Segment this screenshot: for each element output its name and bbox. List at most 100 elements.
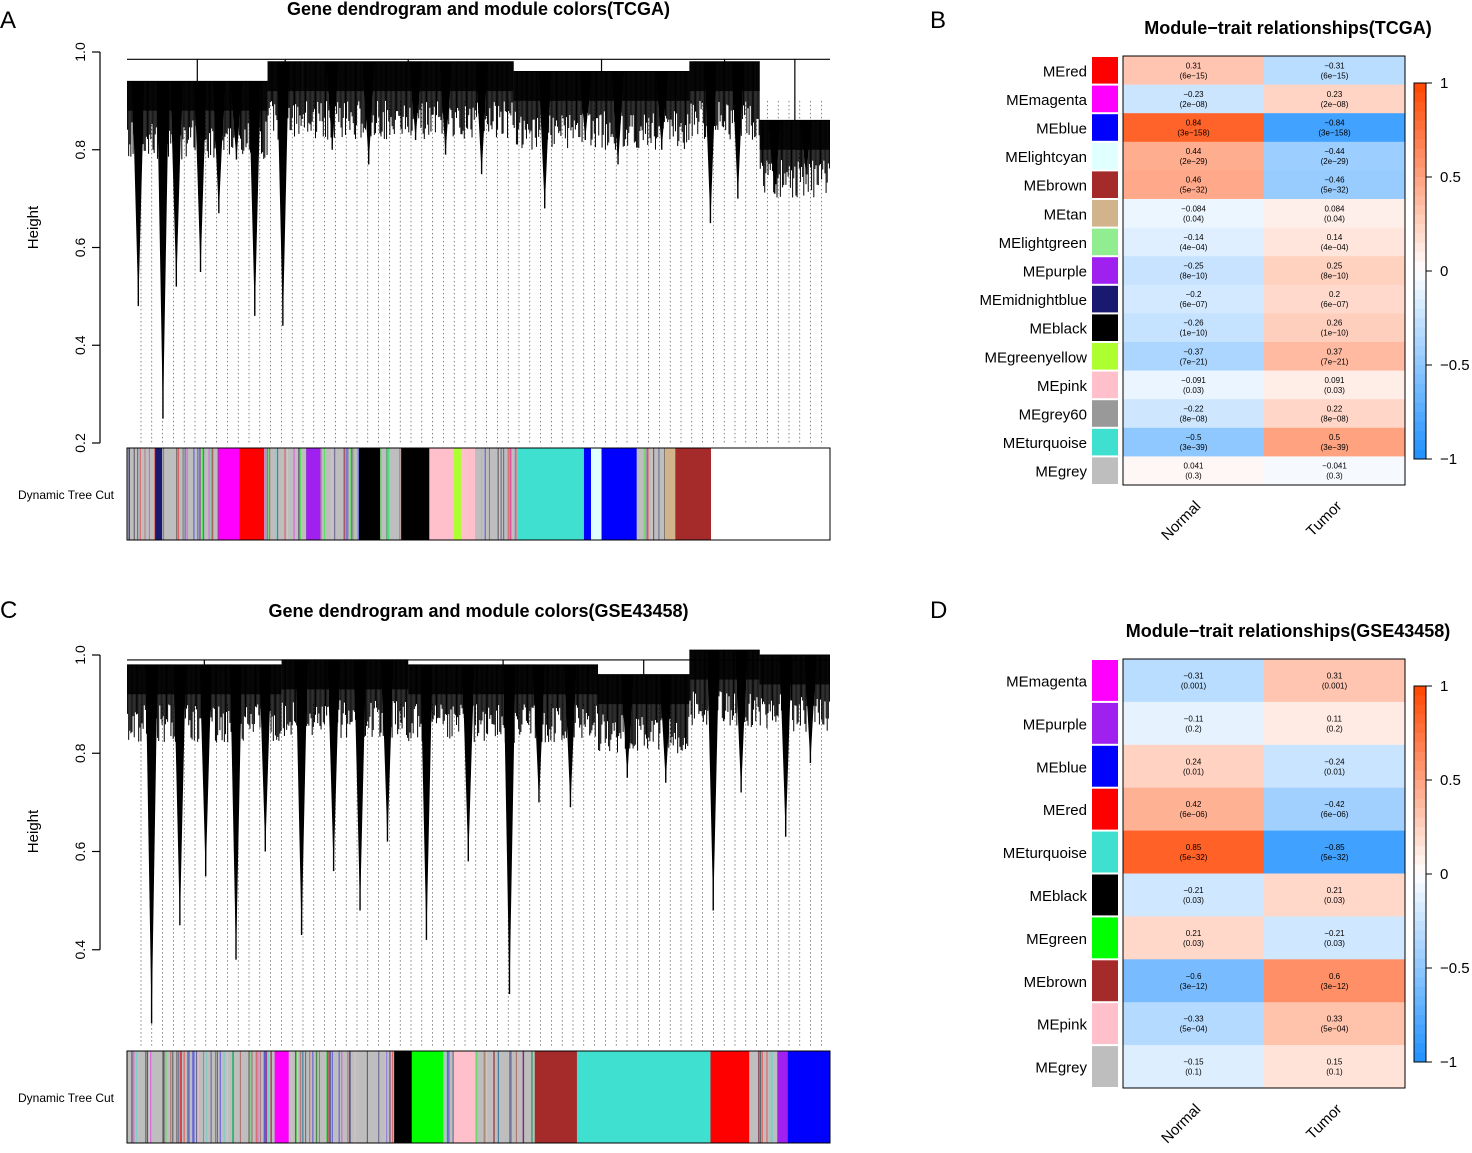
legend-step [1414,177,1426,187]
color-stripe [653,448,655,540]
module-swatch [1092,702,1118,744]
cell-correlation: 0.26 [1327,319,1343,328]
legend-tick-label: −1 [1440,451,1457,468]
module-swatch [1092,788,1118,830]
cell-correlation: −0.21 [1324,929,1345,938]
cell-correlation: −0.5 [1186,433,1202,442]
legend-step [1414,770,1426,781]
legend-step [1414,139,1426,150]
color-stripe [264,1051,266,1143]
color-stripe [270,1051,272,1143]
legend-tick-label: 0.5 [1440,772,1461,789]
color-stripe [299,1051,301,1143]
legend-tick-label: 1 [1440,678,1448,695]
color-stripe [145,1051,147,1143]
heatmap-cell [1123,84,1265,114]
cell-pvalue: (0.04) [1183,214,1204,223]
branch-wedge [731,61,744,199]
branch-wedge [173,664,186,926]
color-stripe [211,448,213,540]
legend-step [1414,186,1426,197]
legend-step [1414,921,1426,931]
legend-step [1414,421,1426,432]
color-stripe [197,448,199,540]
column-label: Normal [1158,1101,1204,1147]
legend-step [1414,939,1426,950]
color-stripe [137,448,139,540]
color-stripe [476,1051,478,1143]
color-stripe [178,1051,180,1143]
row-label: MElightgreen [999,235,1087,252]
legend-step [1414,299,1426,309]
color-stripe [305,1051,307,1143]
color-stripe [452,1051,454,1143]
cell-correlation: −0.33 [1183,1015,1204,1024]
branch-wedge [212,81,225,214]
color-stripe [329,1051,331,1143]
legend-step [1414,308,1426,319]
color-segment-4 [411,1051,444,1143]
legend-step [1414,723,1426,734]
heatmap-cell [1264,84,1406,114]
legend-step [1414,827,1426,837]
heatmap-cell [1123,342,1265,371]
color-stripe [128,448,130,540]
legend-tick-label: 0.5 [1440,169,1461,186]
cell-correlation: 0.21 [1327,886,1343,895]
color-stripe [399,448,401,540]
color-stripe [223,1051,225,1143]
color-stripe [486,1051,488,1143]
color-stripe [184,448,186,540]
color-bar-border [126,1050,831,1144]
cell-correlation: −0.21 [1183,886,1204,895]
legend-step [1414,1033,1426,1044]
cell-correlation: 0.11 [1327,714,1343,723]
branch-wedge [156,81,169,419]
color-stripe [510,448,512,540]
module-swatch [1092,57,1118,84]
cell-pvalue: (0.1) [1185,1068,1202,1077]
module-swatch [1092,745,1118,787]
cell-pvalue: (2e−08) [1321,100,1349,109]
color-bar-border [126,447,831,541]
cell-correlation: −0.84 [1324,119,1345,128]
cluster-0 [127,59,268,419]
cell-pvalue: (0.001) [1322,681,1348,690]
heatmap-cell [1264,256,1406,286]
color-stripe [515,448,517,540]
heatmap-cell [1123,56,1265,85]
cell-pvalue: (8e−08) [1321,415,1349,424]
heatmap-cell [1123,787,1265,831]
color-segment-0 [127,1051,276,1143]
legend-step [1414,83,1426,93]
color-stripe [176,448,178,540]
legend-step [1414,336,1426,347]
branch-wedge [194,81,207,272]
color-segment-10 [710,1051,750,1143]
legend-step [1414,958,1426,969]
color-segment-7 [320,448,360,540]
color-stripe [136,1051,138,1143]
color-stripe [208,448,210,540]
cell-correlation: 0.31 [1327,671,1343,680]
cell-correlation: −0.15 [1183,1058,1204,1067]
color-stripe [187,1051,189,1143]
row-label: MEblue [1036,121,1087,138]
color-stripe [515,1051,517,1143]
color-stripe [297,448,299,540]
color-stripe [341,1051,343,1143]
color-stripe [343,448,345,540]
color-stripe [357,448,359,540]
cell-pvalue: (0.04) [1324,214,1345,223]
module-swatch [1092,314,1118,341]
color-stripe [199,448,201,540]
branch-wedge [327,659,340,872]
module-swatch [1092,85,1118,113]
color-stripe [150,1051,152,1143]
color-segment-11 [749,1051,778,1143]
color-stripe [162,1051,164,1143]
color-stripe [758,1051,760,1143]
legend-step [1414,808,1426,818]
color-stripe [301,1051,303,1143]
legend-step [1414,280,1426,291]
